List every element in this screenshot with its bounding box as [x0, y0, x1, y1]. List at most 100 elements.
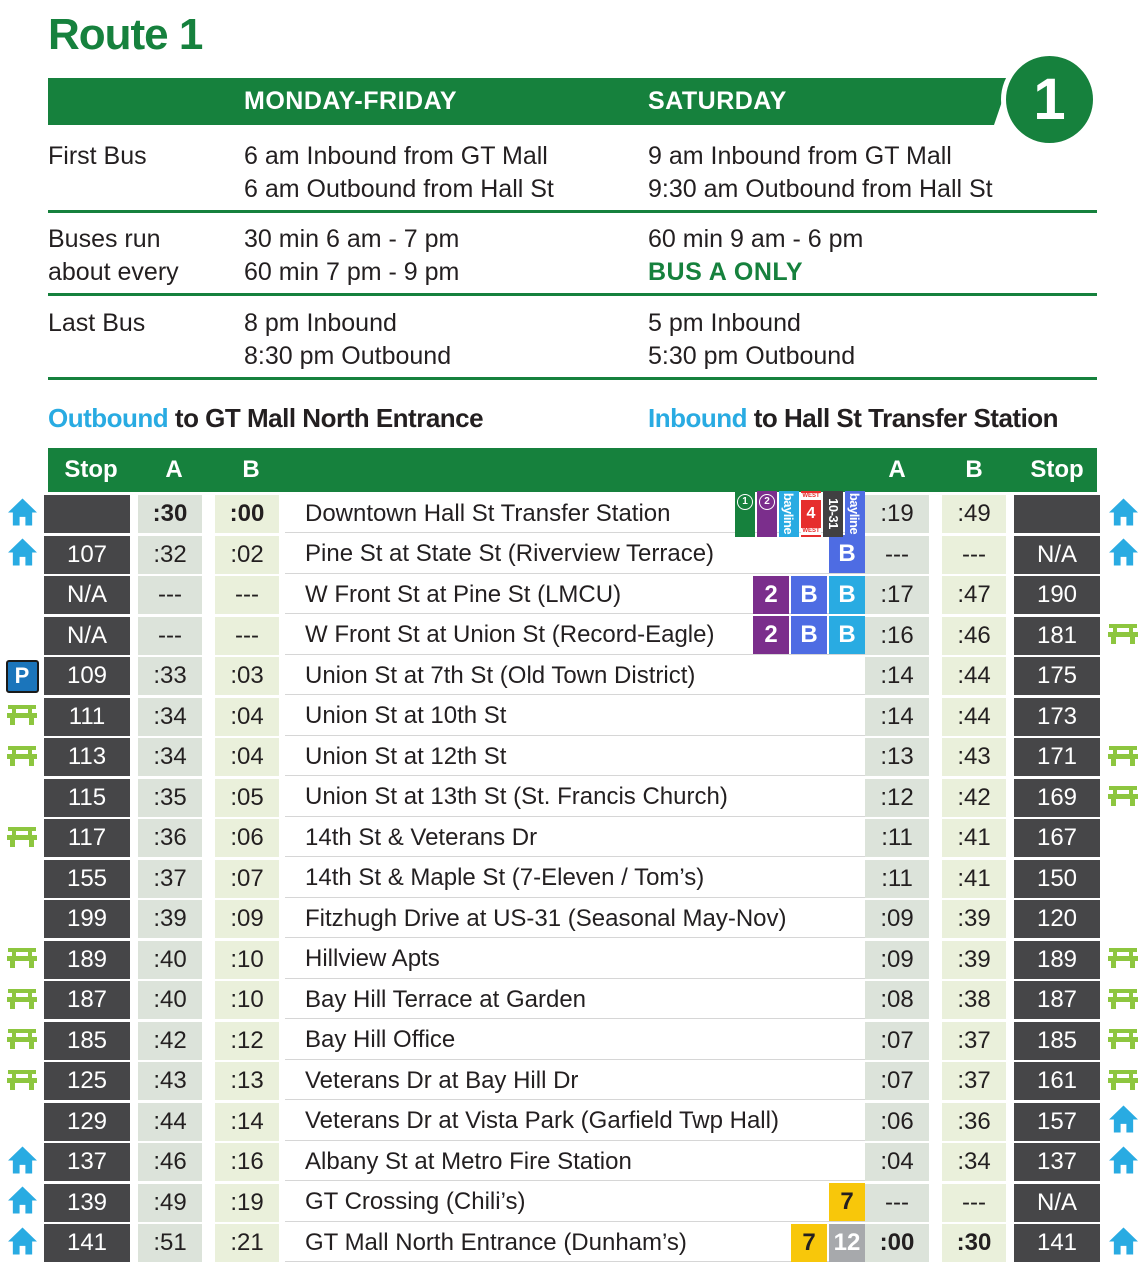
schedule-header: Stop A B A B Stop: [0, 448, 1146, 492]
stop-name-cell: W Front St at Union St (Record-Eagle) 2 B B: [285, 616, 865, 655]
schedule-row: 139:49:19 GT Crossing (Chili’s) 7 --- --- N/A: [0, 1183, 1146, 1225]
house-icon: [1108, 1105, 1139, 1138]
bench-icon: [7, 703, 37, 730]
time-outbound-b: :13: [215, 1062, 279, 1100]
stop-number-inbound: 171: [1014, 738, 1100, 776]
stop-number-outbound: 187: [44, 981, 130, 1019]
bench-icon: [1108, 1027, 1138, 1054]
bench-icon: [7, 987, 37, 1014]
stop-name: GT Mall North Entrance (Dunham’s): [305, 1228, 687, 1256]
right-icon-cell: [1100, 536, 1146, 574]
route-badge-7: 7: [791, 1223, 827, 1262]
route-number-badge: 1: [1001, 51, 1098, 148]
stop-number-outbound: 139: [44, 1183, 130, 1222]
left-icon-cell: [0, 1224, 44, 1262]
frequency-weekday: 30 min 6 am - 7 pm 60 min 7 pm - 9 pm: [244, 225, 460, 286]
stop-number-outbound: 155: [44, 859, 130, 898]
time-inbound-b: :44: [942, 657, 1006, 695]
time-inbound-a: :08: [865, 981, 929, 1019]
house-icon: [7, 1145, 38, 1179]
right-icon-cell: [1100, 779, 1146, 817]
house-icon: [1108, 497, 1139, 531]
house-icon: [1108, 1145, 1139, 1179]
stop-name-cell: 14th St & Maple St (7-Eleven / Tom’s): [285, 859, 865, 898]
time-outbound-b: :06: [215, 819, 279, 857]
time-inbound-a: :14: [865, 697, 929, 736]
house-icon: [7, 1226, 38, 1260]
stop-name: Bay Hill Office: [305, 1026, 456, 1053]
header-stop-outbound: Stop: [64, 456, 118, 483]
stop-name: 14th St & Veterans Dr: [305, 823, 538, 851]
left-icon-cell: [0, 860, 44, 898]
stop-name-cell: Fitzhugh Drive at US-31 (Seasonal May-No…: [285, 900, 865, 938]
time-inbound-a: :19: [865, 495, 929, 533]
time-outbound-b: :19: [215, 1183, 279, 1222]
time-outbound-b: :04: [215, 697, 279, 736]
time-inbound-a: :09: [865, 900, 929, 938]
connection-badges: 7 12: [791, 1223, 865, 1262]
schedule-row: N/A --- --- W Front St at Union St (Record-…: [0, 616, 1146, 658]
left-icon-cell: [0, 576, 44, 614]
frequency-label: Buses run about every: [48, 225, 179, 286]
stop-name-cell: Union St at 13th St (St. Francis Church): [285, 778, 865, 817]
time-inbound-b: :34: [942, 1143, 1006, 1181]
time-inbound-a: :12: [865, 778, 929, 817]
stop-name: W Front St at Union St (Record-Eagle): [305, 621, 715, 648]
route-badge-2: 2: [753, 575, 789, 614]
header-a-outbound: A: [165, 456, 183, 483]
route-number: 1: [1033, 67, 1066, 132]
right-icon-cell: [1100, 1224, 1146, 1262]
house-icon: [1108, 1226, 1139, 1260]
time-outbound-a: :34: [138, 697, 202, 736]
route-badge-B: B: [791, 575, 827, 614]
schedule-rows: :30:00 Downtown Hall St Transfer Station 1…: [0, 490, 1146, 1265]
schedule-row: 113:34:04 Union St at 12th St:13:43 171: [0, 738, 1146, 779]
route-badge-12: 12: [829, 1223, 865, 1262]
time-inbound-b: :42: [942, 778, 1006, 817]
left-icon-cell: [0, 617, 44, 655]
stop-name-cell: Veterans Dr at Vista Park (Garfield Twp …: [285, 1102, 865, 1141]
time-inbound-a: :04: [865, 1143, 929, 1181]
time-inbound-b: :41: [942, 859, 1006, 898]
bench-icon: [1108, 946, 1138, 973]
time-outbound-b: ---: [215, 616, 279, 655]
vertical-label: 10-31: [825, 498, 841, 529]
inbound-heading: Inbound to Hall St Transfer Station: [648, 403, 1059, 433]
time-outbound-a: :34: [138, 738, 202, 776]
stop-number-inbound: 169: [1014, 778, 1100, 817]
schedule-row: P 109:33:03 Union St at 7th St (Old Town D…: [0, 657, 1146, 698]
first-bus-label: First Bus: [48, 142, 147, 170]
frequency-saturday: 60 min 9 am - 6 pm BUS A ONLY: [648, 223, 863, 289]
info-header-bar: MONDAY-FRIDAY SATURDAY: [48, 78, 1010, 125]
stop-name-cell: Bay Hill Office: [285, 1021, 865, 1060]
stop-name: Fitzhugh Drive at US-31 (Seasonal May-No…: [305, 904, 787, 932]
time-inbound-b: :30: [942, 1224, 1006, 1262]
stop-number-inbound: [1014, 495, 1100, 533]
time-outbound-a: :39: [138, 900, 202, 938]
stop-number-outbound: 125: [44, 1062, 130, 1100]
schedule-row: 115:35:05 Union St at 13th St (St. Franci…: [0, 778, 1146, 820]
bench-icon: [7, 1027, 37, 1054]
route-badge-7: 7: [829, 1183, 865, 1221]
time-outbound-a: ---: [138, 576, 202, 614]
connection-badges: B: [829, 535, 865, 573]
stop-name-cell: Hillview Apts: [285, 940, 865, 979]
time-inbound-a: :07: [865, 1062, 929, 1100]
time-outbound-a: :42: [138, 1021, 202, 1060]
circled-number: 1: [737, 493, 753, 510]
right-icon-cell: [1100, 1062, 1146, 1100]
stop-name: Veterans Dr at Bay Hill Dr: [305, 1066, 579, 1094]
last-bus-label: Last Bus: [48, 309, 146, 337]
stop-number-outbound: 137: [44, 1143, 130, 1181]
time-outbound-b: :12: [215, 1021, 279, 1060]
time-inbound-b: :39: [942, 940, 1006, 979]
stop-name: Pine St at State St (Riverview Terrace): [305, 540, 715, 567]
schedule-row: 125:43:13 Veterans Dr at Bay Hill Dr:07:3…: [0, 1062, 1146, 1103]
stop-name: Hillview Apts: [305, 945, 440, 972]
schedule-table: Stop A B A B Stop :30:00 Downtown Hall St…: [0, 448, 1146, 1265]
left-icon-cell: [0, 819, 44, 857]
time-outbound-a: :37: [138, 859, 202, 898]
divider: [48, 293, 1097, 296]
stop-number-inbound: 185: [1014, 1021, 1100, 1060]
schedule-header-bar: [48, 448, 1097, 492]
